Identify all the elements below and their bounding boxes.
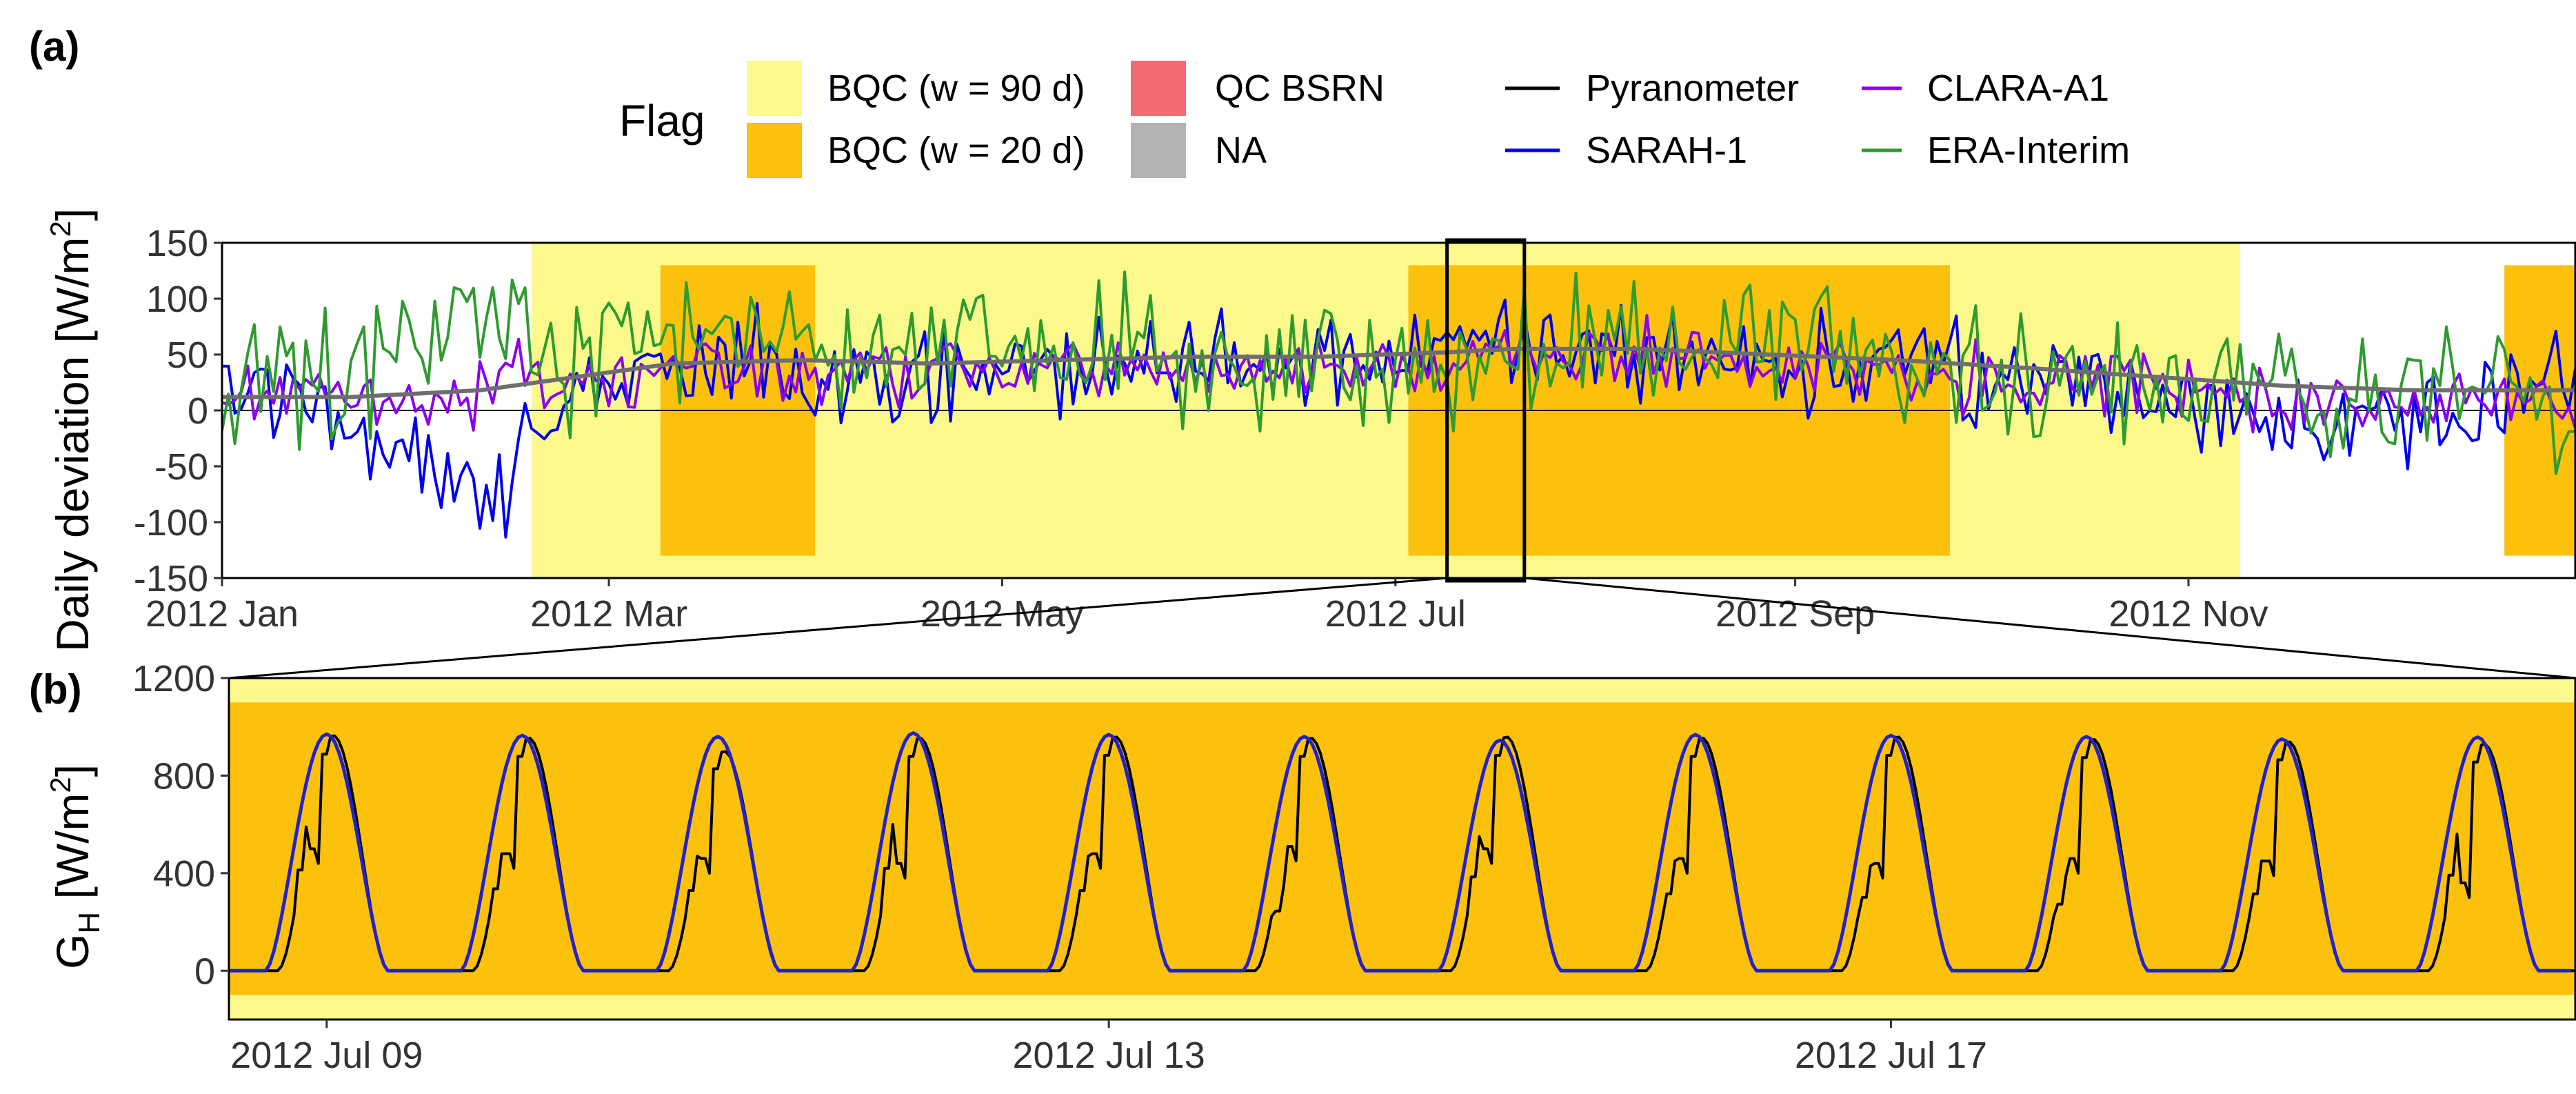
zoom-connector-right (1524, 577, 2576, 679)
xtick-label-b-0: 2012 Jul 09 (230, 1035, 423, 1076)
panel-b-ylabel: GH [W/m2] (44, 764, 106, 969)
zoom-connector (228, 577, 2576, 679)
panel-label-b: (b) (29, 666, 82, 713)
flag-region-b-1 (229, 702, 2575, 995)
zoom-box (1445, 238, 1527, 583)
legend-flag-na: NA (1215, 130, 1267, 171)
legend-flag-qcbsrn: QC BSRN (1215, 68, 1385, 109)
ytick-label-b-3: 0 (194, 951, 215, 992)
legend-series-era: ERA-Interim (1927, 130, 2130, 171)
xtick-label-b-2: 2012 Jul 17 (1795, 1035, 1987, 1076)
ytick-label-b-0: 1200 (132, 658, 215, 699)
legend-series-sarah: SARAH-1 (1586, 130, 1747, 171)
ytick-label-a-3: 0 (188, 390, 208, 432)
ytick-label-a-5: -100 (134, 502, 208, 544)
panel-b-frame (228, 677, 2576, 1021)
panel-a-ylabel: Daily deviation [W/m2] (44, 208, 98, 652)
xtick-label-a-1: 2012 Mar (530, 593, 687, 635)
series-a-smooth-grey- (222, 346, 2575, 399)
legend-series-pyranometer: Pyranometer (1586, 68, 1799, 109)
ytick-label-a-2: 50 (167, 335, 208, 376)
legend-flag-swatch-qcbsrn (1131, 61, 1186, 116)
series-a-era-interim (222, 270, 2575, 475)
legend: Flag BQC (w = 90 d) BQC (w = 20 d) QC BS… (619, 61, 2130, 178)
ytick-label-b-1: 800 (153, 755, 215, 797)
legend-flag-swatch-bqc90 (747, 61, 802, 116)
ytick-label-b-2: 400 (153, 853, 215, 895)
xtick-label-a-4: 2012 Sep (1715, 593, 1875, 635)
legend-flag-swatch-bqc20 (747, 123, 802, 178)
ytick-label-a-1: 100 (146, 279, 208, 320)
xtick-label-a-0: 2012 Jan (145, 593, 299, 635)
xtick-label-a-3: 2012 Jul (1325, 593, 1466, 635)
panel-b-plot: 1200 800 400 0 2012 Jul 09 2012 Jul 13 2012 Ju… (132, 658, 2576, 1076)
legend-flag-bqc20: BQC (w = 20 d) (827, 130, 1085, 171)
legend-flag-swatch-na (1131, 123, 1186, 178)
xtick-label-a-5: 2012 Nov (2109, 593, 2268, 635)
legend-flag-bqc90: BQC (w = 90 d) (827, 68, 1085, 109)
ytick-label-a-4: -50 (154, 446, 208, 488)
xtick-label-b-1: 2012 Jul 13 (1013, 1035, 1205, 1076)
series-b-sarah-1 (229, 731, 2572, 973)
ytick-label-a-0: 150 (146, 223, 208, 264)
legend-flag-title: Flag (619, 96, 705, 146)
zoom-connector-left (228, 577, 1447, 679)
panel-label-a: (a) (29, 23, 79, 70)
ytick-label-a-6: -150 (134, 558, 208, 599)
legend-series-clara: CLARA-A1 (1927, 68, 2109, 109)
